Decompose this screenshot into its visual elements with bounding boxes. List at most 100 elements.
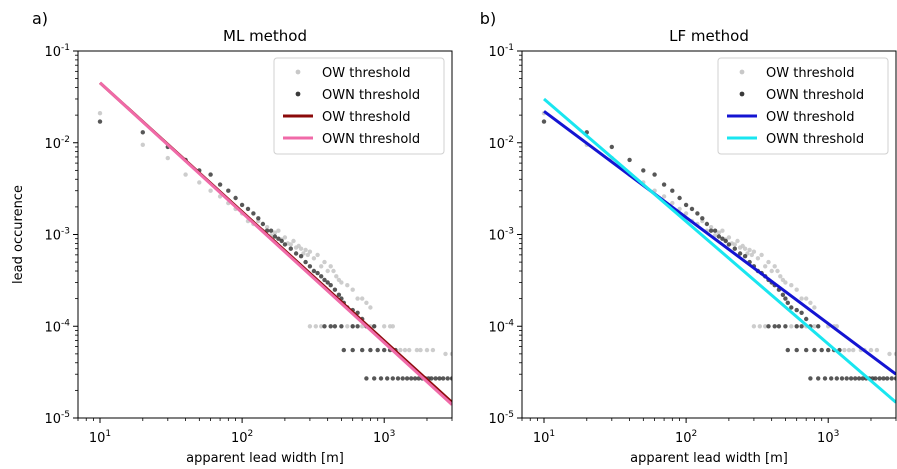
data-point — [732, 246, 737, 251]
data-point — [395, 376, 401, 381]
x-tick-label: 101 — [89, 429, 111, 446]
legend-label: OW threshold — [322, 66, 410, 81]
data-point — [794, 347, 799, 353]
data-point — [307, 249, 313, 254]
panel-a: a) ML method 101 102 103 10-5 10-4 10-3 10-2 10-1… — [11, 9, 453, 466]
data-point — [449, 376, 452, 381]
data-point — [303, 259, 308, 265]
data-point — [245, 206, 251, 212]
data-point — [881, 376, 886, 381]
data-point — [322, 259, 327, 265]
data-point — [816, 376, 821, 381]
data-point — [307, 324, 313, 329]
data-point — [418, 347, 423, 353]
data-point — [789, 324, 794, 329]
data-point — [683, 211, 689, 216]
data-point — [785, 300, 790, 305]
data-point — [804, 347, 809, 353]
scatter-series — [97, 119, 452, 381]
scatter-series — [541, 119, 896, 381]
data-point — [239, 202, 245, 208]
x-tick-label: 103 — [373, 429, 395, 446]
data-point — [751, 249, 757, 254]
data-point — [652, 172, 657, 177]
legend-marker — [295, 69, 301, 75]
data-point — [276, 228, 281, 233]
data-point — [140, 142, 145, 147]
plot-area — [541, 97, 896, 404]
data-point — [282, 235, 288, 240]
data-point — [749, 252, 754, 258]
legend-label: OWN threshold — [322, 88, 420, 103]
data-point — [416, 376, 421, 381]
data-point — [732, 242, 737, 247]
legend: OW threshold OWN threshold OW threshold OWN… — [273, 57, 445, 155]
data-point — [183, 172, 188, 177]
data-point — [889, 376, 894, 381]
data-point — [322, 324, 327, 329]
data-point — [887, 351, 892, 357]
data-point — [816, 324, 821, 329]
data-point — [839, 376, 845, 381]
data-point — [339, 324, 344, 329]
y-tick-label: 10-2 — [44, 135, 70, 152]
data-point — [780, 292, 786, 297]
data-point — [723, 238, 728, 244]
data-point — [763, 264, 768, 269]
data-point — [716, 230, 722, 235]
data-point — [789, 305, 794, 310]
data-point — [217, 182, 223, 187]
data-point — [441, 376, 446, 381]
data-point — [695, 211, 700, 216]
y-tick-label: 10-1 — [44, 43, 70, 60]
x-tick-label: 103 — [817, 429, 839, 446]
y-tick-label: 10-4 — [488, 318, 514, 335]
data-point — [208, 188, 213, 193]
data-point — [772, 324, 777, 329]
data-point — [400, 376, 405, 381]
data-point — [313, 324, 318, 329]
data-point — [97, 111, 103, 116]
data-point — [868, 347, 874, 353]
data-point — [282, 242, 288, 247]
data-point — [716, 234, 722, 239]
data-point — [398, 347, 403, 353]
data-point — [842, 347, 847, 353]
data-point — [407, 347, 412, 353]
data-point — [311, 268, 317, 274]
data-point — [307, 264, 313, 269]
y-tick-label: 10-5 — [488, 410, 514, 427]
data-point — [689, 206, 695, 212]
y-tick-label: 10-4 — [44, 318, 70, 335]
data-point — [375, 347, 380, 353]
legend: OW threshold OWN threshold OW threshold OWN… — [717, 57, 889, 155]
data-point — [345, 324, 350, 329]
data-point — [826, 347, 831, 353]
fit-line — [543, 110, 896, 376]
data-point — [360, 347, 365, 353]
data-point — [298, 246, 304, 251]
data-point — [350, 287, 355, 292]
data-point — [708, 225, 714, 230]
x-tick-label: 101 — [533, 429, 555, 446]
data-point — [409, 376, 414, 381]
data-point — [319, 264, 324, 269]
data-point — [279, 238, 284, 244]
legend-label: OWN threshold — [322, 132, 420, 147]
data-point — [264, 225, 270, 230]
data-point — [766, 259, 771, 265]
data-point — [256, 216, 261, 221]
legend-label: OW threshold — [766, 66, 854, 81]
data-point — [402, 347, 408, 353]
legend-label: OW threshold — [766, 110, 854, 125]
plot-area — [97, 81, 452, 406]
data-point — [328, 283, 333, 288]
data-point — [332, 324, 338, 329]
legend-marker — [739, 69, 745, 75]
data-point — [893, 351, 896, 357]
data-point — [424, 347, 430, 353]
chart-title: LF method — [669, 27, 749, 45]
data-point — [140, 130, 145, 135]
data-point — [429, 376, 434, 381]
